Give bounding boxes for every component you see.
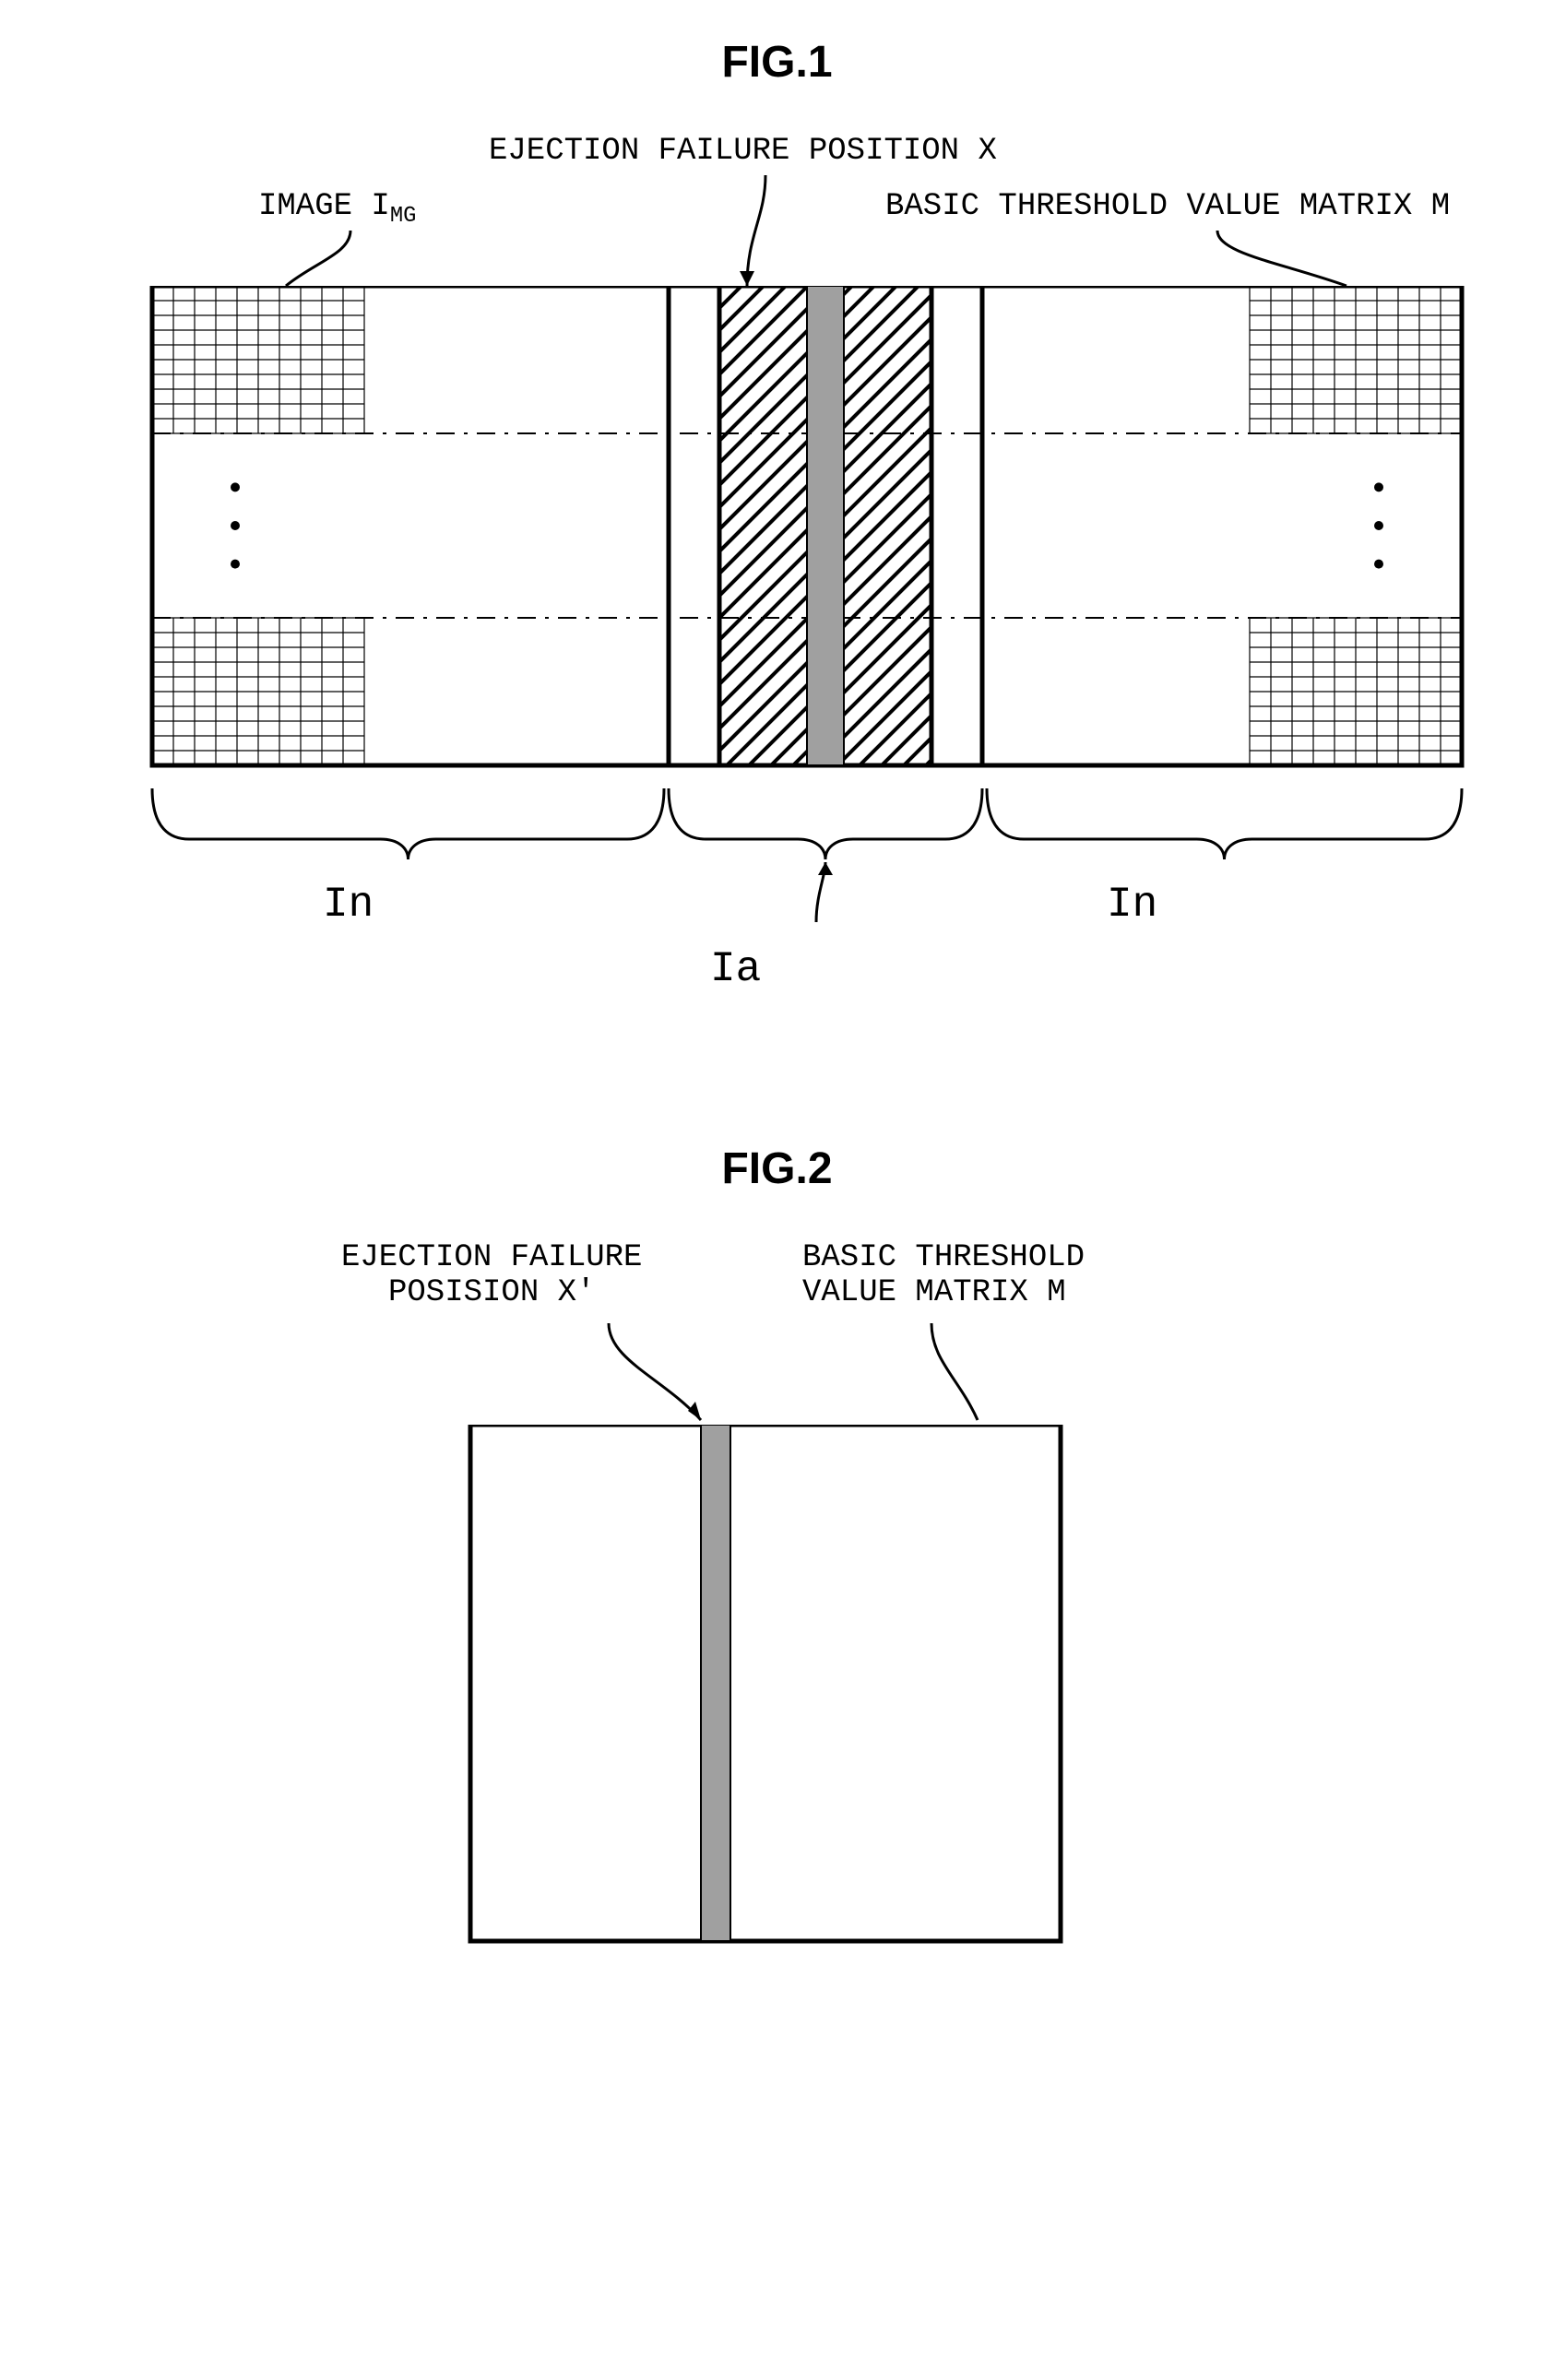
fig2-title: FIG.2: [37, 1143, 1517, 1194]
fig1-title: FIG.1: [37, 37, 1517, 88]
fig1-diagram: [37, 286, 1554, 1005]
fig1-label-ia: Ia: [710, 945, 761, 993]
fig2-diagram: [37, 1425, 1554, 1978]
fig2-leaders: [37, 1240, 1554, 1443]
figure-1: FIG.1 EJECTION FAILURE POSITION X IMAGE …: [37, 37, 1517, 959]
fig1-label-in-left: In: [323, 881, 374, 929]
fig1-label-in-right: In: [1107, 881, 1157, 929]
figure-2: FIG.2 EJECTION FAILURE POSISION X' BASIC…: [37, 1143, 1517, 1973]
